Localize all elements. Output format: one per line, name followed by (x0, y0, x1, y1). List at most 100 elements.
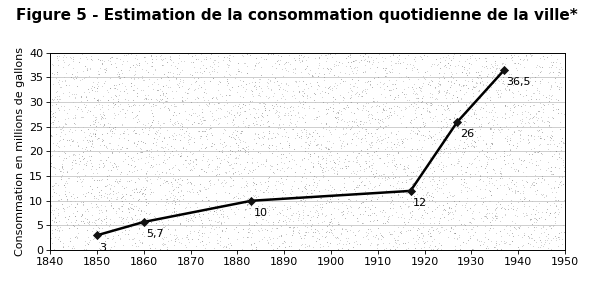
Point (89, 122, 99, 126)
Point (174, 197, 184, 202)
Point (369, 99, 378, 104)
Point (386, 63, 396, 68)
Point (121, 151, 130, 155)
Point (400, 94, 410, 99)
Point (208, 60, 218, 65)
Point (176, 153, 186, 158)
Point (369, 185, 379, 189)
Point (457, 84, 466, 89)
Point (172, 179, 182, 184)
Point (429, 215, 438, 219)
Point (326, 132, 336, 136)
Point (246, 52, 255, 57)
Point (412, 67, 422, 71)
Point (440, 108, 450, 113)
Point (334, 221, 343, 226)
Point (457, 190, 466, 195)
Point (355, 151, 364, 155)
Point (138, 140, 148, 145)
Point (58, 245, 68, 250)
Point (463, 188, 472, 193)
Point (431, 149, 441, 153)
Point (338, 106, 347, 110)
Point (380, 131, 390, 136)
Point (236, 105, 245, 110)
Point (353, 101, 362, 106)
Point (251, 107, 260, 111)
Point (214, 116, 223, 121)
Point (447, 177, 457, 181)
Point (523, 137, 532, 141)
Point (56, 197, 66, 201)
Point (106, 204, 115, 208)
Point (472, 144, 481, 148)
Point (53, 144, 63, 148)
Point (62, 111, 72, 116)
Point (81, 74, 91, 79)
Point (284, 143, 293, 148)
Point (409, 170, 418, 174)
Point (172, 208, 181, 213)
Point (252, 55, 261, 60)
Point (322, 56, 331, 60)
Point (229, 129, 238, 134)
Point (173, 83, 183, 88)
Point (289, 126, 298, 131)
Point (352, 90, 362, 94)
Point (92, 171, 102, 175)
Point (191, 157, 201, 161)
Point (279, 213, 288, 217)
Point (149, 51, 159, 56)
Point (394, 56, 403, 61)
Point (549, 223, 559, 227)
Point (527, 182, 537, 186)
Point (476, 177, 485, 181)
Point (219, 183, 228, 188)
Point (113, 112, 123, 116)
Point (425, 155, 435, 160)
Point (48, 122, 58, 126)
Point (97, 176, 107, 181)
Point (191, 53, 200, 57)
Point (396, 137, 406, 141)
Point (77, 77, 87, 81)
Point (425, 234, 435, 238)
Point (50, 115, 59, 120)
Point (464, 223, 473, 228)
Point (353, 105, 362, 110)
Point (445, 84, 454, 89)
Point (546, 132, 556, 137)
Point (89, 131, 98, 135)
Point (321, 165, 330, 169)
Point (113, 147, 122, 152)
Point (321, 84, 330, 89)
Point (373, 74, 383, 79)
Point (363, 79, 372, 83)
Point (435, 83, 445, 88)
Point (140, 141, 149, 146)
Point (168, 165, 178, 169)
Point (345, 197, 354, 201)
Point (467, 79, 476, 83)
Point (55, 219, 64, 224)
Point (156, 144, 166, 149)
Point (497, 246, 506, 251)
Point (178, 178, 187, 182)
Point (538, 54, 548, 58)
Point (115, 136, 124, 140)
Point (223, 242, 232, 246)
Point (513, 112, 522, 117)
Point (472, 183, 481, 188)
Point (296, 70, 306, 75)
Point (273, 153, 282, 158)
Point (298, 58, 307, 62)
Point (377, 194, 387, 199)
Point (262, 84, 271, 89)
Point (96, 116, 106, 121)
Point (489, 74, 498, 78)
Point (128, 98, 138, 102)
Point (491, 66, 501, 70)
Point (197, 239, 207, 244)
Point (527, 160, 536, 165)
Point (439, 134, 448, 138)
